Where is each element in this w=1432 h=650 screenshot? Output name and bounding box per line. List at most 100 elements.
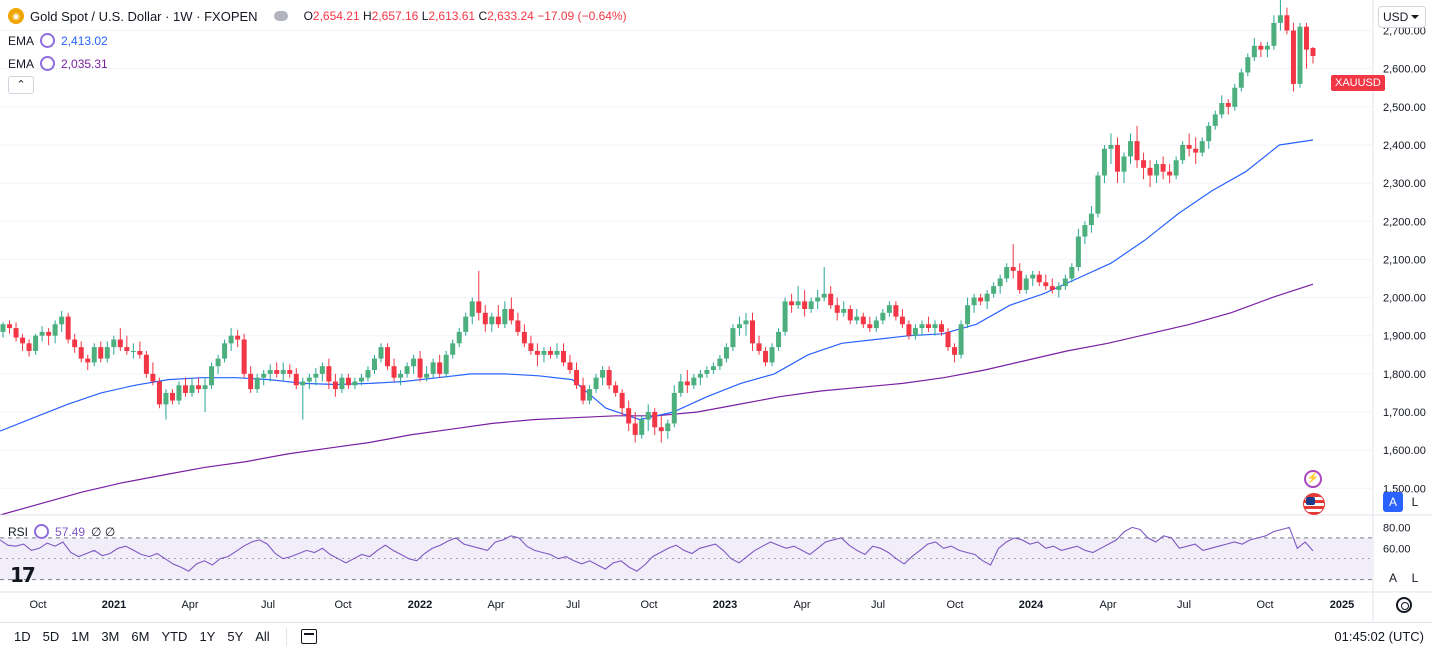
candle-body [371,358,377,371]
candle-body [593,377,599,390]
candle-body [945,331,951,348]
candle-body [1206,125,1212,142]
timeframe-button[interactable]: 5Y [227,629,244,644]
candle-body [280,370,286,374]
timeframe-button[interactable]: All [255,629,270,644]
candle-body [736,324,742,329]
timeframe-button[interactable]: 1D [14,629,31,644]
price-tick-label: 2,700.00 [1383,26,1426,38]
change-value: −17.09 (−0.64%) [537,9,627,23]
candle-body [1277,15,1283,23]
candle-body [1193,148,1199,153]
candle-body [1075,236,1081,268]
candle-body [678,381,684,393]
candle-body [978,297,984,302]
candle-body [600,370,606,378]
candle-body [313,373,319,378]
utc-clock[interactable]: 01:45:02 (UTC) [1334,629,1424,644]
candle-body [1310,47,1316,56]
candle-body [1264,45,1270,50]
ema-slow-legend[interactable]: EMA 2,035.31 [8,56,108,71]
candle-body [202,385,208,390]
candle-body [971,297,977,306]
candle-body [293,373,299,386]
price-tick-label: 1,700.00 [1383,407,1426,419]
calendar-icon[interactable] [300,629,317,644]
candle-body [665,423,671,432]
candle-body [560,350,566,363]
candle-body [521,331,527,344]
candle-body [1154,164,1160,176]
candle-body [802,301,808,309]
ema-settings-icon[interactable] [40,56,56,71]
time-tick-label: Apr [1099,599,1116,611]
tradingview-logo[interactable]: 17 [10,563,36,587]
candle-body [424,373,430,378]
rsi-auto-scale-button[interactable]: A [1388,571,1397,585]
open-value: 2,654.21 [312,9,360,23]
time-tick-label: 2024 [1019,599,1044,611]
collapse-legend-button[interactable]: ⌃ [8,76,34,94]
symbol-title[interactable]: Gold Spot / U.S. Dollar · 1W · FXOPEN [30,8,258,24]
timeframe-button[interactable]: 3M [101,629,120,644]
timeframe-button[interactable]: 6M [131,629,150,644]
candle-body [534,350,540,355]
candle-body [528,343,534,351]
us-flag-icon[interactable] [1303,493,1325,515]
candle-body [300,381,306,386]
price-tick-label: 1,600.00 [1383,445,1426,457]
candle-body [841,309,847,313]
candle-body [580,385,586,401]
candle-body [358,377,364,382]
candle-body [1114,144,1120,172]
price-tick-label: 1,900.00 [1383,331,1426,343]
candle-body [789,301,795,306]
candle-body [1121,156,1127,172]
auto-scale-button[interactable]: A [1383,492,1403,512]
candle-body [182,385,188,393]
log-scale-button[interactable]: L [1411,495,1419,509]
candle-body [456,331,462,344]
candle-body [860,316,866,325]
rsi-legend[interactable]: RSI 57.49 ∅ ∅ [8,524,115,539]
lightning-icon[interactable]: ⚡ [1304,470,1322,488]
rsi-log-scale-button[interactable]: L [1411,571,1419,585]
rsi-settings-icon[interactable] [34,524,50,539]
symbol-legend: ◉ Gold Spot / U.S. Dollar · 1W · FXOPEN … [8,8,627,24]
close-label: C [478,9,488,23]
candle-body [52,324,58,336]
time-tick-label: Apr [793,599,810,611]
candle-body [26,343,32,351]
candle-body [241,339,247,374]
candle-body [1043,282,1049,287]
currency-selector[interactable]: USD [1378,6,1426,28]
candle-body [59,316,65,325]
candle-body [671,392,677,424]
chart-canvas[interactable]: 1,500.001,600.001,700.001,800.001,900.00… [0,0,1432,622]
candle-body [78,347,84,359]
candle-body [782,301,788,332]
candle-body [919,324,925,329]
candle-body [1023,278,1029,290]
timeframe-button[interactable]: 5D [42,629,60,644]
rsi-line [0,526,1314,572]
ema-fast-label: EMA [8,33,35,48]
candle-body [117,339,123,348]
rsi-pane [0,526,1372,581]
candle-body [1101,148,1107,176]
ema-fast-legend[interactable]: EMA 2,413.02 [8,33,108,48]
candle-body [124,347,130,351]
ema-settings-icon[interactable] [40,33,56,48]
candle-body [574,370,580,386]
candle-body [1297,26,1303,84]
candle-body [1147,167,1153,176]
candle-body [1004,267,1010,279]
timeframe-button[interactable]: 1Y [199,629,216,644]
gear-icon[interactable] [1396,597,1412,613]
timeframe-button[interactable]: YTD [161,629,188,644]
timeframe-button[interactable]: 1M [71,629,90,644]
candle-body [1303,26,1309,50]
candle-body [476,301,482,313]
candle-body [130,350,136,352]
eye-icon[interactable] [273,11,288,21]
